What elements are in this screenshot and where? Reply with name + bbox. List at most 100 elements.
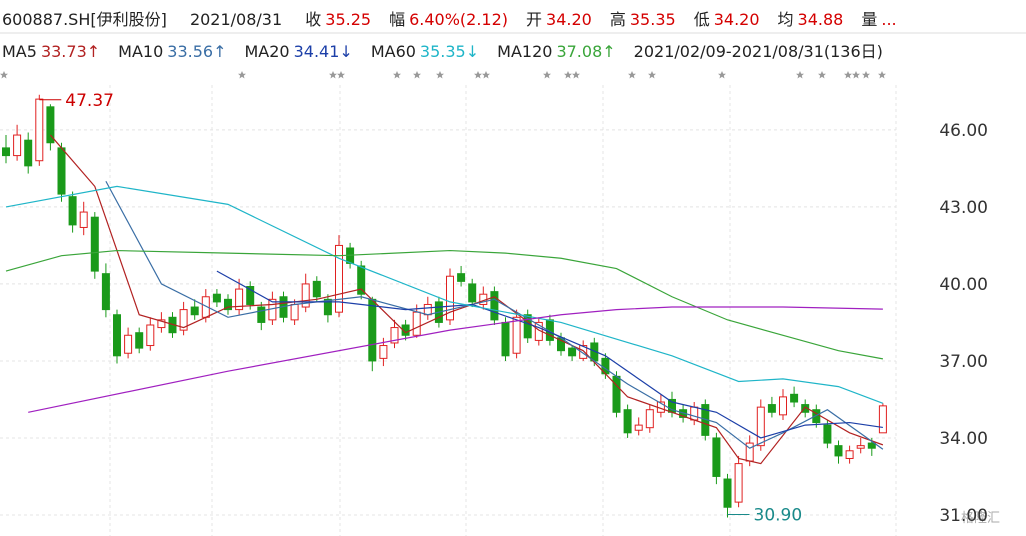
- quote-value: 35.25: [325, 10, 372, 29]
- candle-body: [357, 265, 366, 295]
- candle-body: [512, 316, 521, 354]
- candle-body: [457, 273, 466, 282]
- ma-line: [28, 306, 883, 413]
- candle-body: [523, 314, 532, 339]
- ma-value: 34.41↓: [293, 42, 353, 61]
- candle-body: [579, 345, 588, 359]
- candle-body: [179, 309, 188, 331]
- candle-body: [690, 406, 699, 421]
- candle-body: [79, 211, 88, 228]
- candle-body: [779, 396, 787, 416]
- event-stars: [0, 71, 886, 79]
- candle-body: [124, 334, 133, 354]
- candle-body: [767, 404, 776, 413]
- candle-body: [379, 345, 388, 359]
- ma-value: 33.73↑: [40, 42, 101, 61]
- candle-body: [823, 424, 832, 444]
- candle-body: [468, 283, 477, 303]
- candle-body: [801, 404, 810, 413]
- candle-body: [90, 216, 99, 272]
- candle-body: [113, 314, 121, 357]
- candle-body: [568, 347, 577, 357]
- candle-body: [723, 478, 732, 508]
- candle-body: [13, 134, 22, 157]
- quote-date: 2021/08/31: [189, 10, 283, 29]
- candle-body: [212, 293, 221, 303]
- quote-value: ...: [881, 10, 897, 29]
- candle-body: [335, 244, 343, 313]
- quote-value: 6.40%(2.12): [409, 10, 509, 29]
- ma-line: [5, 249, 884, 360]
- candle-body: [2, 147, 10, 157]
- ma-name: MA60: [370, 42, 416, 61]
- quote-value: 34.20: [546, 10, 592, 29]
- candle-body: [101, 273, 110, 311]
- y-tick-label: 43.00: [939, 198, 988, 218]
- candle-body: [634, 424, 643, 431]
- stock-code: 600887.SH[伊利股份]: [2, 10, 167, 29]
- ma-legend: MA5 33.73↑ MA10 33.56↑ MA20 34.41↓ MA60 35.35↓ M…: [2, 38, 887, 62]
- candle-body: [35, 98, 44, 162]
- ma-name: MA120: [497, 42, 553, 61]
- candle-body: [645, 409, 654, 429]
- ma-line: [105, 180, 884, 450]
- y-tick-label: 34.00: [939, 429, 988, 449]
- quote-value: 34.88: [797, 10, 844, 29]
- quote-label: 低: [693, 10, 710, 29]
- candle-body: [246, 285, 255, 305]
- y-tick-label: 46.00: [939, 121, 988, 141]
- candle-body: [323, 298, 332, 316]
- candle-body: [190, 306, 199, 316]
- candle-body: [390, 327, 399, 344]
- candle-body: [146, 324, 155, 347]
- quote-value: 35.35: [629, 10, 676, 29]
- candle-body: [24, 139, 33, 167]
- candle-body: [401, 324, 410, 336]
- candle-body: [756, 406, 765, 447]
- quote-label: 幅: [389, 10, 406, 29]
- candle-body: [446, 275, 454, 321]
- candle-body: [834, 445, 843, 457]
- candle-body: [878, 405, 887, 434]
- candle-body: [235, 288, 244, 311]
- candle-body: [612, 375, 621, 413]
- quote-label: 均: [777, 10, 794, 29]
- candle-body: [57, 147, 66, 195]
- candle-body: [301, 283, 310, 308]
- candle-body: [867, 442, 876, 449]
- ma-line: [49, 134, 884, 465]
- candle-body: [490, 291, 499, 321]
- candle-body: [623, 409, 632, 434]
- watermark: 格隆汇: [961, 510, 1000, 526]
- candle-body: [423, 303, 432, 316]
- ma-name: MA10: [118, 42, 164, 61]
- quote-label: 收: [305, 10, 322, 29]
- ma-name: MA5: [2, 42, 37, 61]
- quote-header: 600887.SH[伊利股份] 2021/08/31 收 35.25 幅 6.40%(…: [2, 6, 901, 30]
- y-tick-label: 37.00: [939, 352, 988, 372]
- candle-body: [790, 393, 799, 403]
- candle-body: [68, 196, 77, 226]
- candle-body: [290, 303, 299, 321]
- candle-body: [734, 463, 743, 503]
- ma-name: MA20: [244, 42, 290, 61]
- y-tick-label: 31.00: [939, 506, 988, 526]
- ma-line: [5, 185, 884, 404]
- candle-body: [257, 306, 266, 323]
- quote-label: 量: [861, 10, 878, 29]
- quote-label: 高: [609, 10, 626, 29]
- annotation-label: 30.90: [754, 506, 803, 526]
- quote-label: 开: [526, 10, 543, 29]
- annotation-label: 47.37: [65, 91, 114, 111]
- candle-body: [312, 280, 321, 298]
- candle-body: [712, 437, 721, 477]
- candle-body: [224, 298, 232, 311]
- candle-body: [135, 332, 144, 349]
- ma-line: [216, 270, 883, 439]
- candle-body: [46, 106, 55, 144]
- quote-value: 34.20: [713, 10, 760, 29]
- y-tick-label: 40.00: [939, 275, 988, 295]
- ma-value: 37.08↑: [556, 42, 616, 61]
